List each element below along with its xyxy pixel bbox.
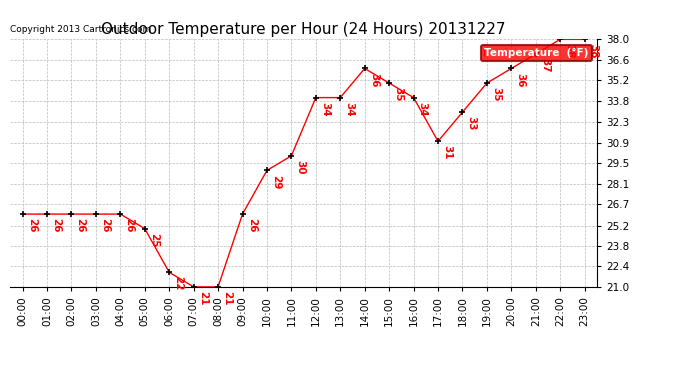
Text: 36: 36 <box>515 73 526 87</box>
Text: 26: 26 <box>51 218 61 233</box>
Text: 34: 34 <box>417 102 428 116</box>
Text: 38: 38 <box>589 44 599 58</box>
Text: 34: 34 <box>320 102 330 116</box>
Text: 37: 37 <box>540 58 550 73</box>
Text: 26: 26 <box>76 218 86 233</box>
Text: 26: 26 <box>27 218 37 233</box>
Text: 31: 31 <box>442 146 452 160</box>
Text: 34: 34 <box>344 102 355 116</box>
Text: 21: 21 <box>222 291 233 306</box>
Text: 35: 35 <box>393 87 403 102</box>
Text: 21: 21 <box>198 291 208 306</box>
Title: Outdoor Temperature per Hour (24 Hours) 20131227: Outdoor Temperature per Hour (24 Hours) … <box>101 22 506 37</box>
Text: 26: 26 <box>246 218 257 233</box>
Text: 33: 33 <box>466 116 477 131</box>
Legend: Temperature  (°F): Temperature (°F) <box>481 45 591 61</box>
Text: 29: 29 <box>271 175 281 189</box>
Text: Copyright 2013 Cartronics.com: Copyright 2013 Cartronics.com <box>10 26 152 34</box>
Text: 25: 25 <box>149 233 159 247</box>
Text: 26: 26 <box>124 218 135 233</box>
Text: 35: 35 <box>491 87 501 102</box>
Text: 30: 30 <box>295 160 306 174</box>
Text: 26: 26 <box>100 218 110 233</box>
Text: 36: 36 <box>369 73 379 87</box>
Text: 38: 38 <box>564 44 574 58</box>
Text: 22: 22 <box>173 276 184 291</box>
